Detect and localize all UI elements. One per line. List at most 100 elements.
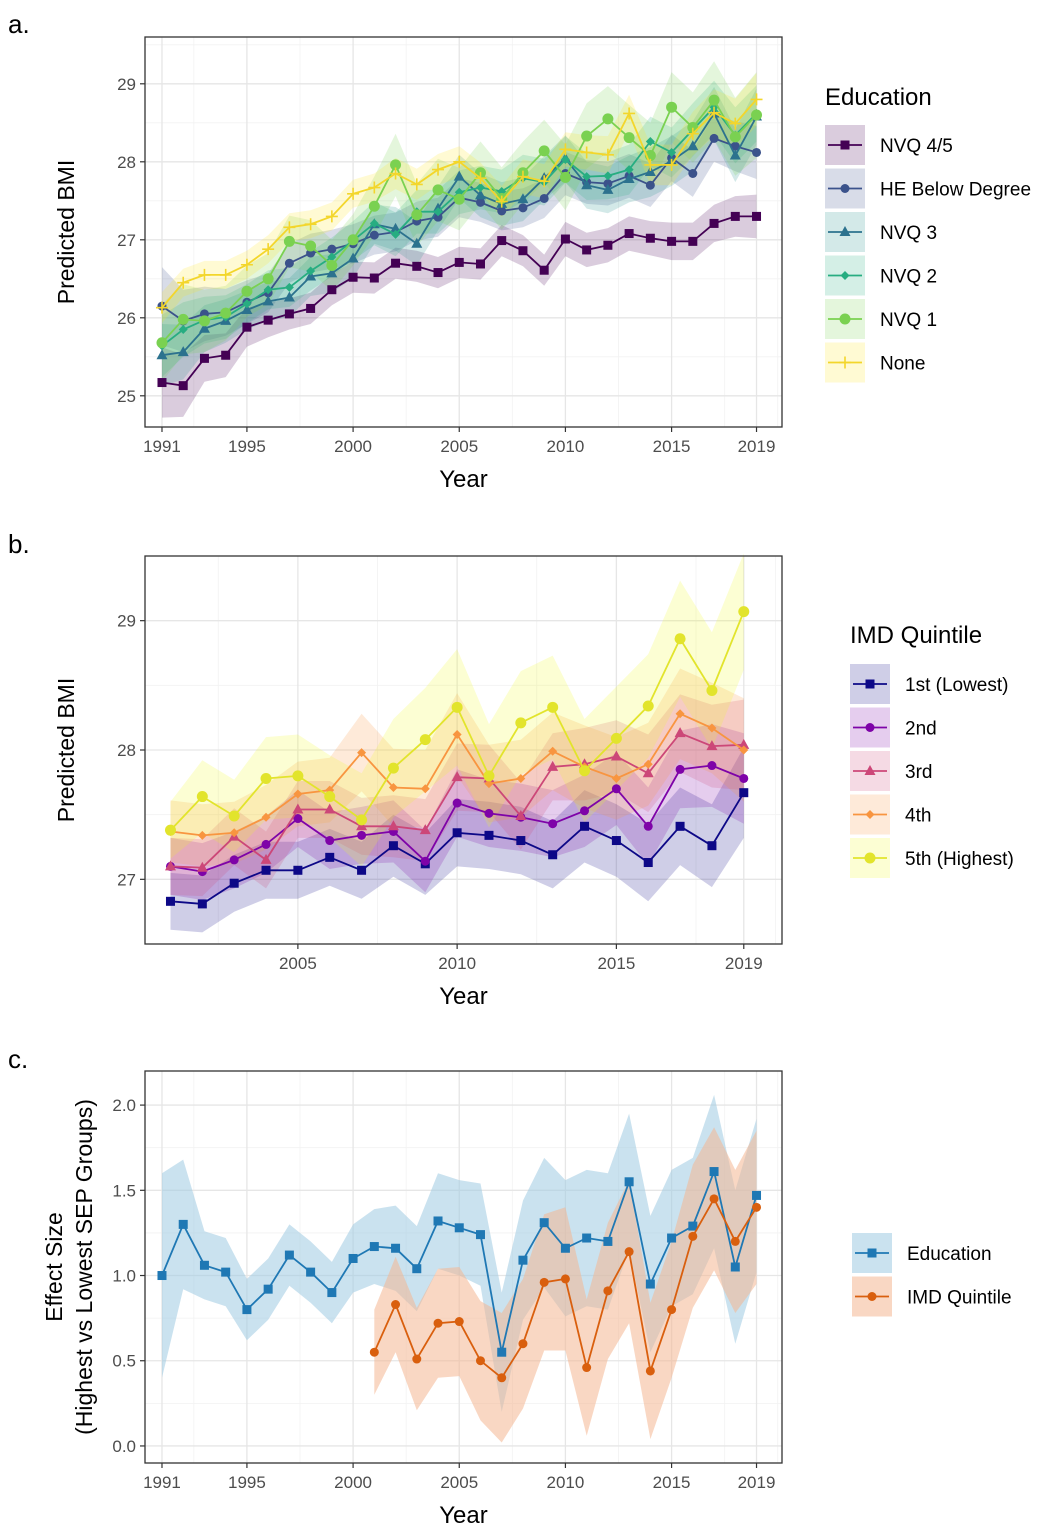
legend-key-marker — [840, 140, 850, 150]
data-point — [516, 773, 526, 783]
data-point — [623, 172, 635, 183]
data-point — [389, 167, 402, 180]
data-point — [327, 244, 337, 254]
data-point — [730, 1236, 740, 1246]
legend-key-marker — [865, 810, 875, 819]
data-point — [263, 285, 273, 295]
data-point — [645, 1366, 655, 1376]
data-point — [419, 734, 431, 746]
x-tick-label: 2010 — [547, 437, 585, 456]
data-point — [306, 266, 316, 276]
ci-band — [170, 747, 744, 933]
legend-item: Education — [852, 1233, 992, 1273]
legend-label: NVQ 1 — [880, 310, 937, 331]
data-point — [391, 1299, 401, 1309]
data-point — [369, 273, 379, 283]
data-point — [178, 325, 188, 334]
data-point — [751, 109, 763, 121]
legend-label: HE Below Degree — [880, 180, 1031, 201]
plot-frame — [144, 1070, 783, 1464]
data-point — [454, 1317, 464, 1327]
data-point — [645, 233, 655, 243]
data-point — [642, 700, 654, 712]
data-point — [454, 257, 464, 267]
legend-label: NVQ 4/5 — [880, 136, 953, 157]
data-point — [643, 821, 653, 831]
data-point — [196, 861, 208, 872]
data-point — [688, 169, 698, 178]
data-point — [390, 159, 402, 171]
data-point — [262, 243, 275, 256]
data-point — [325, 852, 335, 862]
data-point — [475, 259, 485, 269]
data-point — [305, 240, 317, 252]
data-point — [667, 1233, 677, 1243]
axes: 0.0 0.5 1.0 1.5 2.0 1991 1995 2000 2005 2010 2015 2… — [41, 1096, 775, 1525]
legend-item: 1st (Lowest) — [850, 664, 1008, 704]
data-point — [177, 276, 190, 289]
data-point — [582, 172, 592, 182]
legend-item: NVQ 3 — [825, 212, 937, 252]
data-point — [610, 732, 622, 744]
series — [164, 727, 750, 872]
x-tick-label: 2019 — [738, 437, 776, 456]
series — [157, 1167, 762, 1357]
data-point — [560, 234, 570, 244]
data-point — [412, 1354, 422, 1364]
ci-band — [170, 724, 744, 900]
data-point — [284, 1250, 294, 1260]
data-point — [547, 701, 559, 713]
data-point — [610, 750, 622, 761]
y-tick-label: 2.0 — [112, 1096, 136, 1115]
data-point — [518, 1255, 528, 1265]
data-point — [412, 261, 422, 271]
ci-band — [162, 61, 757, 382]
data-point — [454, 1223, 464, 1233]
data-point — [548, 746, 558, 756]
data-point — [327, 252, 337, 262]
data-point — [198, 268, 211, 281]
data-point — [391, 1243, 401, 1253]
data-point — [157, 1271, 167, 1281]
data-point — [623, 107, 636, 120]
data-point — [419, 824, 431, 835]
data-point — [515, 809, 527, 820]
legend-label: None — [880, 354, 925, 375]
data-point — [347, 252, 359, 263]
x-tick-label: 2019 — [725, 954, 763, 973]
data-point — [645, 1279, 655, 1289]
data-point — [241, 285, 253, 297]
data-point — [293, 814, 303, 824]
axes: 27 28 29 2005 2010 2015 2019 Year Predicted BMI — [53, 612, 763, 1010]
data-point — [624, 1247, 634, 1257]
data-point — [357, 830, 367, 840]
data-point — [242, 322, 252, 332]
legend-key-marker — [867, 1248, 877, 1258]
data-point — [518, 246, 528, 256]
x-tick-label: 2005 — [279, 954, 317, 973]
data-point — [356, 814, 368, 826]
data-point — [603, 1236, 613, 1246]
data-point — [293, 865, 303, 875]
legend-item: NVQ 2 — [825, 255, 937, 296]
series — [164, 606, 750, 836]
legend-key-marker — [865, 723, 875, 732]
data-point — [560, 1243, 570, 1253]
data-point — [357, 748, 367, 758]
data-point — [738, 738, 750, 749]
legend-key-marker — [839, 226, 851, 236]
data-point — [420, 784, 430, 794]
data-point — [644, 165, 656, 176]
data-point — [706, 685, 718, 697]
data-point — [709, 1194, 719, 1204]
plot-frame — [144, 36, 783, 428]
data-point — [739, 745, 749, 755]
x-tick-label: 2019 — [738, 1473, 776, 1492]
y-tick-label: 1.5 — [112, 1181, 136, 1200]
legend-item: 4th — [850, 794, 931, 835]
data-point — [739, 773, 749, 783]
data-point — [164, 860, 176, 871]
data-point — [347, 187, 360, 200]
data-point — [624, 229, 634, 239]
data-point — [539, 193, 549, 203]
